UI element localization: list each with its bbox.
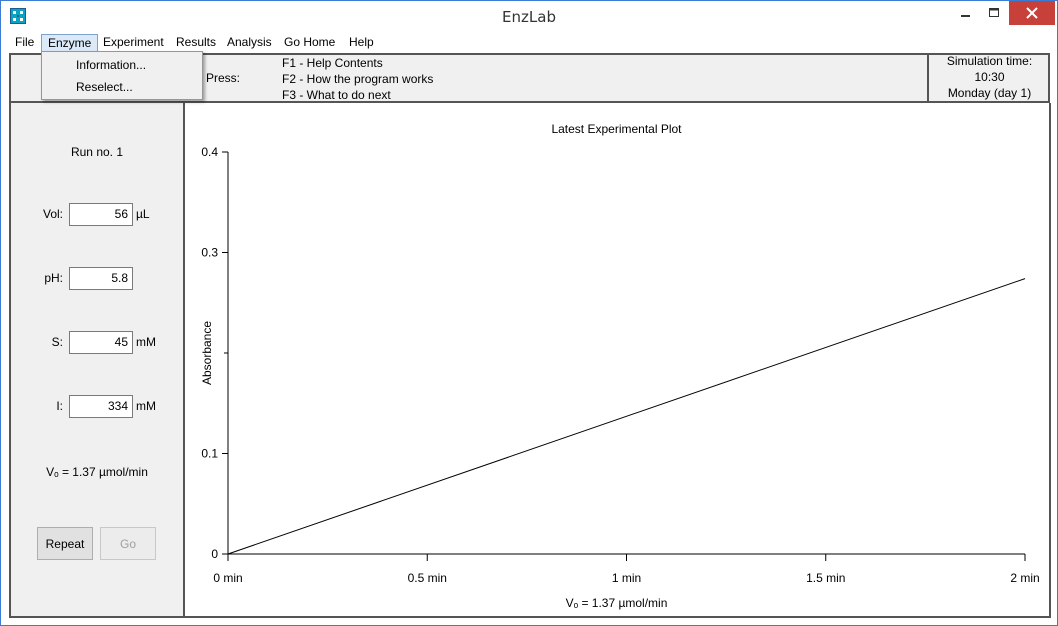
x-tick-label: 0.5 min — [408, 571, 447, 585]
window-title: EnzLab — [502, 8, 556, 26]
inhibitor-label: I: — [56, 399, 63, 413]
inhibitor-input[interactable]: 334 — [69, 395, 133, 418]
x-tick-label: 2 min — [1010, 571, 1039, 585]
x-tick-label: 1.5 min — [806, 571, 845, 585]
run-number: Run no. 1 — [70, 145, 124, 159]
menu-bar: File Enzyme Experiment Results Analysis … — [1, 32, 1057, 52]
minimize-icon — [961, 15, 970, 17]
go-button[interactable]: Go — [100, 527, 156, 560]
key-help-f3: F3 - What to do next — [282, 88, 391, 102]
menu-experiment[interactable]: Experiment — [103, 35, 164, 49]
vol-unit: µL — [136, 207, 150, 221]
experimental-plot: Latest Experimental Plot 0 0.1 0.3 0.4 0 min 0… — [200, 122, 1040, 610]
menu-results[interactable]: Results — [176, 35, 217, 49]
vol-input[interactable]: 56 — [69, 203, 133, 226]
simulation-time-label: Simulation time: — [946, 54, 1033, 68]
press-label: Press: — [206, 71, 241, 85]
simulation-time-panel: Simulation time: 10:30 Monday (day 1) — [927, 53, 1050, 103]
y-tick-label: 0.3 — [201, 246, 218, 260]
substrate-label: S: — [51, 335, 63, 349]
maximize-icon — [988, 8, 999, 17]
menu-enzyme[interactable]: Enzyme — [41, 34, 99, 52]
plot-area: Latest Experimental Plot 0 0.1 0.3 0.4 0 min 0… — [185, 103, 1051, 618]
substrate-unit: mM — [136, 335, 156, 349]
ph-label: pH: — [44, 271, 63, 285]
app-icon[interactable] — [10, 8, 26, 24]
run-parameters-panel: Run no. 1 Vol: 56 µL pH: 5.8 S: 45 mM I:… — [9, 103, 185, 618]
maximize-button[interactable] — [979, 1, 1009, 25]
key-help-list: F1 - Help Contents F2 - How the program … — [282, 55, 433, 103]
y-tick-label: 0.1 — [201, 447, 218, 461]
y-axis-label: Absorbance — [200, 321, 214, 385]
x-axis-label: Vₒ = 1.37 µmol/min — [566, 596, 668, 610]
key-help-f1: F1 - Help Contents — [282, 56, 383, 70]
close-icon — [1026, 7, 1038, 19]
menu-file[interactable]: File — [15, 35, 35, 49]
initial-velocity-text: Vₒ = 1.37 µmol/min — [46, 465, 148, 479]
x-tick-label: 0 min — [213, 571, 242, 585]
menu-item-information[interactable]: Information... — [76, 58, 147, 72]
substrate-input[interactable]: 45 — [69, 331, 133, 354]
x-tick-label: 1 min — [612, 571, 641, 585]
y-tick-label: 0 — [211, 547, 218, 561]
simulation-time-value: 10:30 — [974, 70, 1005, 84]
ph-input[interactable]: 5.8 — [69, 267, 133, 290]
title-bar[interactable]: EnzLab — [1, 1, 1057, 32]
absorbance-series-line — [227, 278, 1026, 555]
key-help-f2: F2 - How the program works — [282, 72, 434, 86]
vol-label: Vol: — [42, 207, 63, 221]
repeat-button[interactable]: Repeat — [37, 527, 93, 560]
menu-go-home[interactable]: Go Home — [284, 35, 336, 49]
menu-help[interactable]: Help — [349, 35, 374, 49]
menu-analysis[interactable]: Analysis — [227, 35, 272, 49]
y-tick-label: 0.4 — [201, 145, 218, 159]
inhibitor-unit: mM — [136, 399, 156, 413]
chart-title: Latest Experimental Plot — [551, 122, 682, 136]
minimize-button[interactable] — [951, 1, 981, 25]
simulation-day: Monday (day 1) — [947, 86, 1032, 100]
menu-item-reselect[interactable]: Reselect... — [76, 80, 133, 94]
enzyme-dropdown-menu: Information... Reselect... — [41, 51, 203, 100]
close-button[interactable] — [1009, 1, 1055, 25]
